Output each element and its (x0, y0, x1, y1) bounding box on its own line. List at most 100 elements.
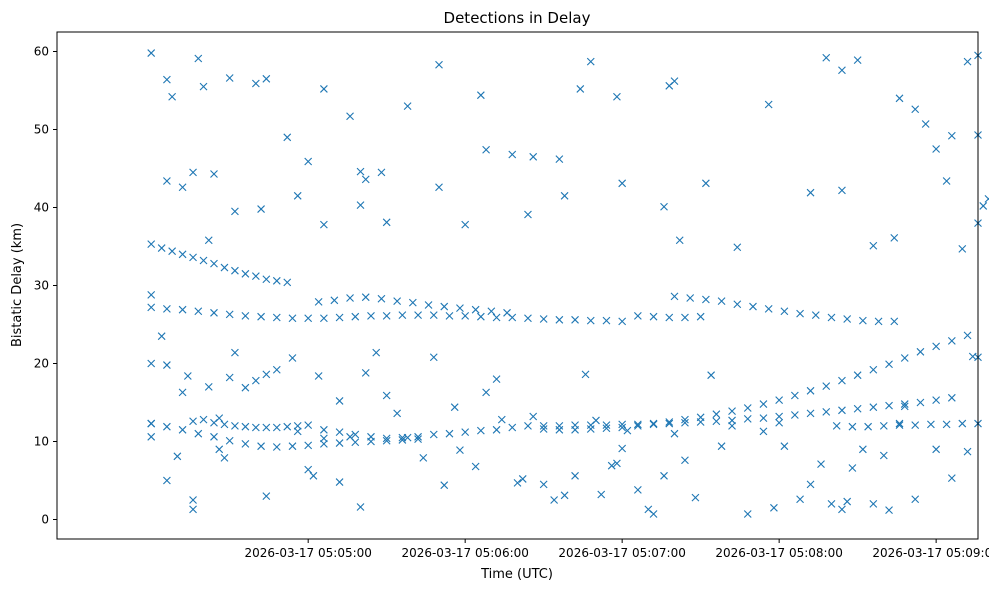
data-point (895, 94, 904, 103)
data-point (686, 294, 695, 302)
data-point (947, 474, 956, 483)
y-axis: 0 10 20 30 40 50 60 (34, 45, 57, 527)
data-point (806, 409, 815, 418)
data-point (173, 452, 182, 461)
data-point (319, 425, 328, 434)
data-point (231, 266, 239, 275)
data-point (539, 480, 548, 489)
data-point (853, 404, 862, 413)
data-point (665, 418, 674, 426)
data-point (283, 278, 292, 287)
data-point (288, 354, 297, 362)
data-point (461, 312, 470, 320)
data-point (529, 152, 538, 161)
x-tick-label: 2026-03-17 05:08:00 (715, 546, 842, 560)
data-point (445, 429, 454, 438)
data-point (210, 308, 218, 317)
data-point (958, 419, 967, 428)
data-point (220, 453, 229, 462)
data-point (262, 74, 271, 83)
data-point (382, 312, 391, 320)
data-point (157, 244, 166, 252)
data-point (204, 383, 213, 391)
data-point (649, 419, 658, 428)
data-point (728, 416, 736, 425)
data-point (963, 57, 972, 66)
data-point (351, 430, 360, 439)
data-point (231, 348, 239, 357)
data-markers (147, 49, 989, 518)
data-point (194, 54, 203, 63)
data-point (885, 401, 893, 410)
data-point (602, 316, 611, 325)
data-point (367, 312, 375, 320)
data-point (492, 425, 501, 434)
data-point (147, 432, 156, 441)
data-point (461, 220, 470, 229)
data-point (262, 275, 271, 284)
data-point (838, 505, 846, 514)
data-point (555, 425, 564, 434)
data-point (163, 305, 171, 313)
data-point (335, 478, 344, 486)
data-point (712, 417, 721, 426)
data-point (832, 422, 841, 430)
chart-title: Detections in Delay (444, 9, 591, 27)
data-point (618, 444, 627, 453)
data-point (204, 236, 213, 245)
data-point (911, 495, 920, 504)
series-7 (147, 49, 989, 518)
data-point (780, 442, 789, 451)
data-point (717, 297, 726, 305)
data-point (272, 313, 281, 322)
data-point (189, 168, 197, 177)
data-point (822, 53, 831, 62)
series-5 (539, 331, 972, 434)
data-point (241, 312, 250, 320)
data-point (351, 312, 360, 321)
data-point (806, 188, 815, 197)
data-point (623, 426, 632, 435)
data-point (963, 447, 972, 456)
data-point (916, 347, 925, 356)
data-point (618, 317, 627, 326)
data-point (864, 422, 872, 431)
data-point (927, 420, 935, 429)
data-point (555, 155, 564, 164)
data-point (670, 77, 679, 86)
data-point (576, 85, 585, 93)
data-point (492, 375, 501, 383)
data-point (335, 313, 344, 322)
data-point (241, 422, 250, 431)
data-point (147, 359, 156, 368)
data-point (796, 309, 804, 318)
data-point (701, 179, 710, 188)
data-point (613, 92, 621, 101)
data-point (681, 418, 689, 427)
data-point (304, 441, 313, 450)
data-point (356, 167, 365, 176)
x-tick-label: 2026-03-17 05:09:00 (872, 546, 989, 560)
data-point (858, 445, 867, 454)
data-point (764, 100, 773, 109)
data-point (665, 419, 674, 428)
data-point (414, 432, 422, 441)
data-point (398, 311, 407, 320)
data-point (696, 312, 705, 321)
data-point (163, 177, 171, 185)
data-point (838, 186, 846, 195)
data-point (257, 442, 265, 451)
data-point (728, 422, 736, 430)
data-point (304, 314, 313, 323)
data-point (450, 403, 459, 412)
data-point (335, 397, 344, 405)
data-point (319, 314, 328, 323)
data-point (330, 296, 339, 305)
data-point (947, 131, 956, 140)
data-point (335, 439, 344, 447)
data-point (471, 462, 480, 471)
data-point (178, 183, 187, 192)
data-point (602, 421, 611, 430)
data-point (524, 422, 532, 430)
data-point (163, 361, 171, 369)
